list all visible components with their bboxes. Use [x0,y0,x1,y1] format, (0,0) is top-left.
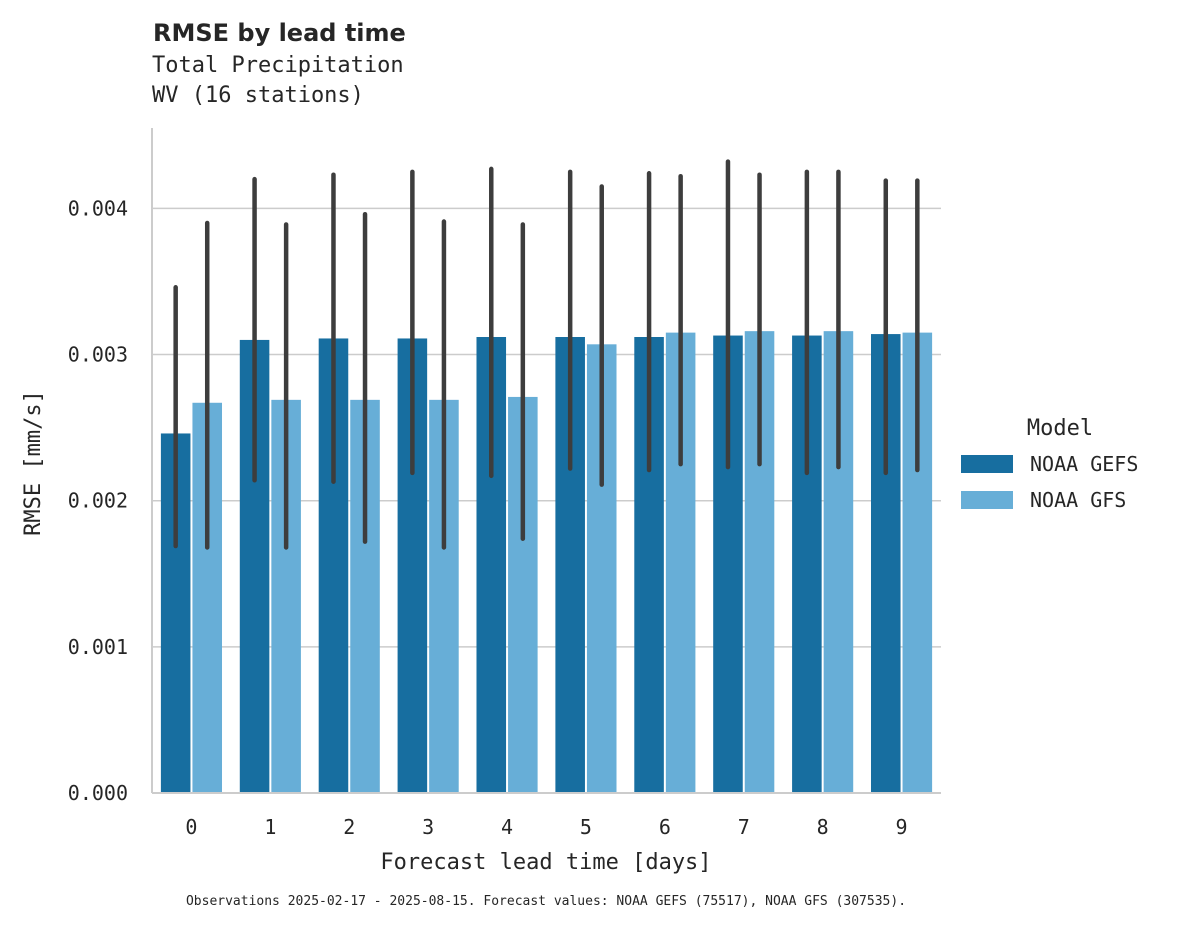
x-tick-label: 5 [580,815,592,839]
y-tick-label: 0.002 [68,489,128,513]
gridlines [152,207,941,648]
x-tick-label: 8 [817,815,829,839]
y-tick-label: 0.003 [68,343,128,367]
legend-title: Model [1027,416,1093,441]
y-tick-label: 0.004 [68,196,128,220]
legend-swatch [961,455,1013,473]
x-tick-label: 7 [738,815,750,839]
x-tick-label: 3 [422,815,434,839]
x-tick-label: 4 [501,815,513,839]
chart-subtitle-line-1: Total Precipitation [152,53,404,78]
y-tick-labels: 0.000 0.001 0.002 0.003 0.004 [68,196,128,805]
legend-label: NOAA GFS [1030,488,1126,512]
legend: Model NOAA GEFS NOAA GFS [961,416,1138,512]
x-tick-label: 2 [343,815,355,839]
legend-swatch [961,491,1013,509]
x-tick-labels: 0 1 2 3 4 5 6 7 8 9 [185,815,907,839]
chart-subtitle-line-2: WV (16 stations) [152,83,364,108]
y-axis-label: RMSE [mm/s] [21,390,46,536]
error-bars [173,159,920,550]
x-tick-label: 1 [264,815,276,839]
x-tick-label: 9 [896,815,908,839]
x-tick-label: 6 [659,815,671,839]
chart-title: RMSE by lead time [153,19,406,47]
footnote: Observations 2025-02-17 - 2025-08-15. Fo… [186,894,906,909]
y-tick-label: 0.000 [68,781,128,805]
x-tick-label: 0 [185,815,197,839]
bars [160,331,933,793]
legend-label: NOAA GEFS [1030,452,1138,476]
y-tick-label: 0.001 [68,635,128,659]
x-axis-label: Forecast lead time [days] [380,850,711,875]
